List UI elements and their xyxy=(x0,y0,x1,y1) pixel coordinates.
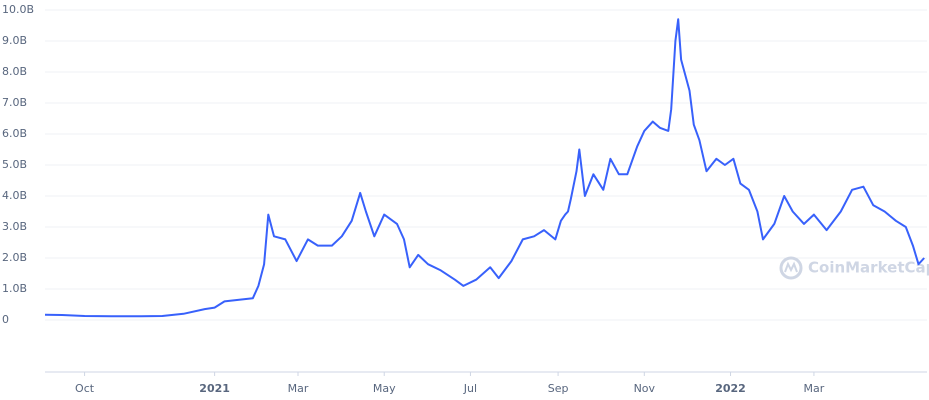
y-tick-label: 2.0B xyxy=(2,251,27,264)
y-tick-label: 9.0B xyxy=(2,34,27,47)
x-tick-label: Mar xyxy=(288,382,309,395)
y-tick-label: 4.0B xyxy=(2,189,27,202)
x-tick-label: 2022 xyxy=(715,382,746,395)
watermark-logo xyxy=(779,256,803,280)
x-tick-label: Nov xyxy=(634,382,656,395)
x-tick-label: Sep xyxy=(548,382,569,395)
y-tick-label: 1.0B xyxy=(2,282,27,295)
x-tick-label: 2021 xyxy=(199,382,230,395)
y-tick-label: 5.0B xyxy=(2,158,27,171)
x-tick-label: May xyxy=(373,382,396,395)
y-tick-label: 7.0B xyxy=(2,96,27,109)
y-tick-label: 6.0B xyxy=(2,127,27,140)
watermark: CoinMarketCap xyxy=(808,259,929,277)
x-tick-label: Oct xyxy=(75,382,95,395)
line-series xyxy=(44,18,925,318)
x-tick-label: Jul xyxy=(463,382,477,395)
y-tick-label: 10.0B xyxy=(2,3,34,16)
x-tick-label: Mar xyxy=(804,382,825,395)
y-tick-label: 3.0B xyxy=(2,220,27,233)
y-tick-label: 8.0B xyxy=(2,65,27,78)
y-tick-label: 0 xyxy=(2,313,9,326)
